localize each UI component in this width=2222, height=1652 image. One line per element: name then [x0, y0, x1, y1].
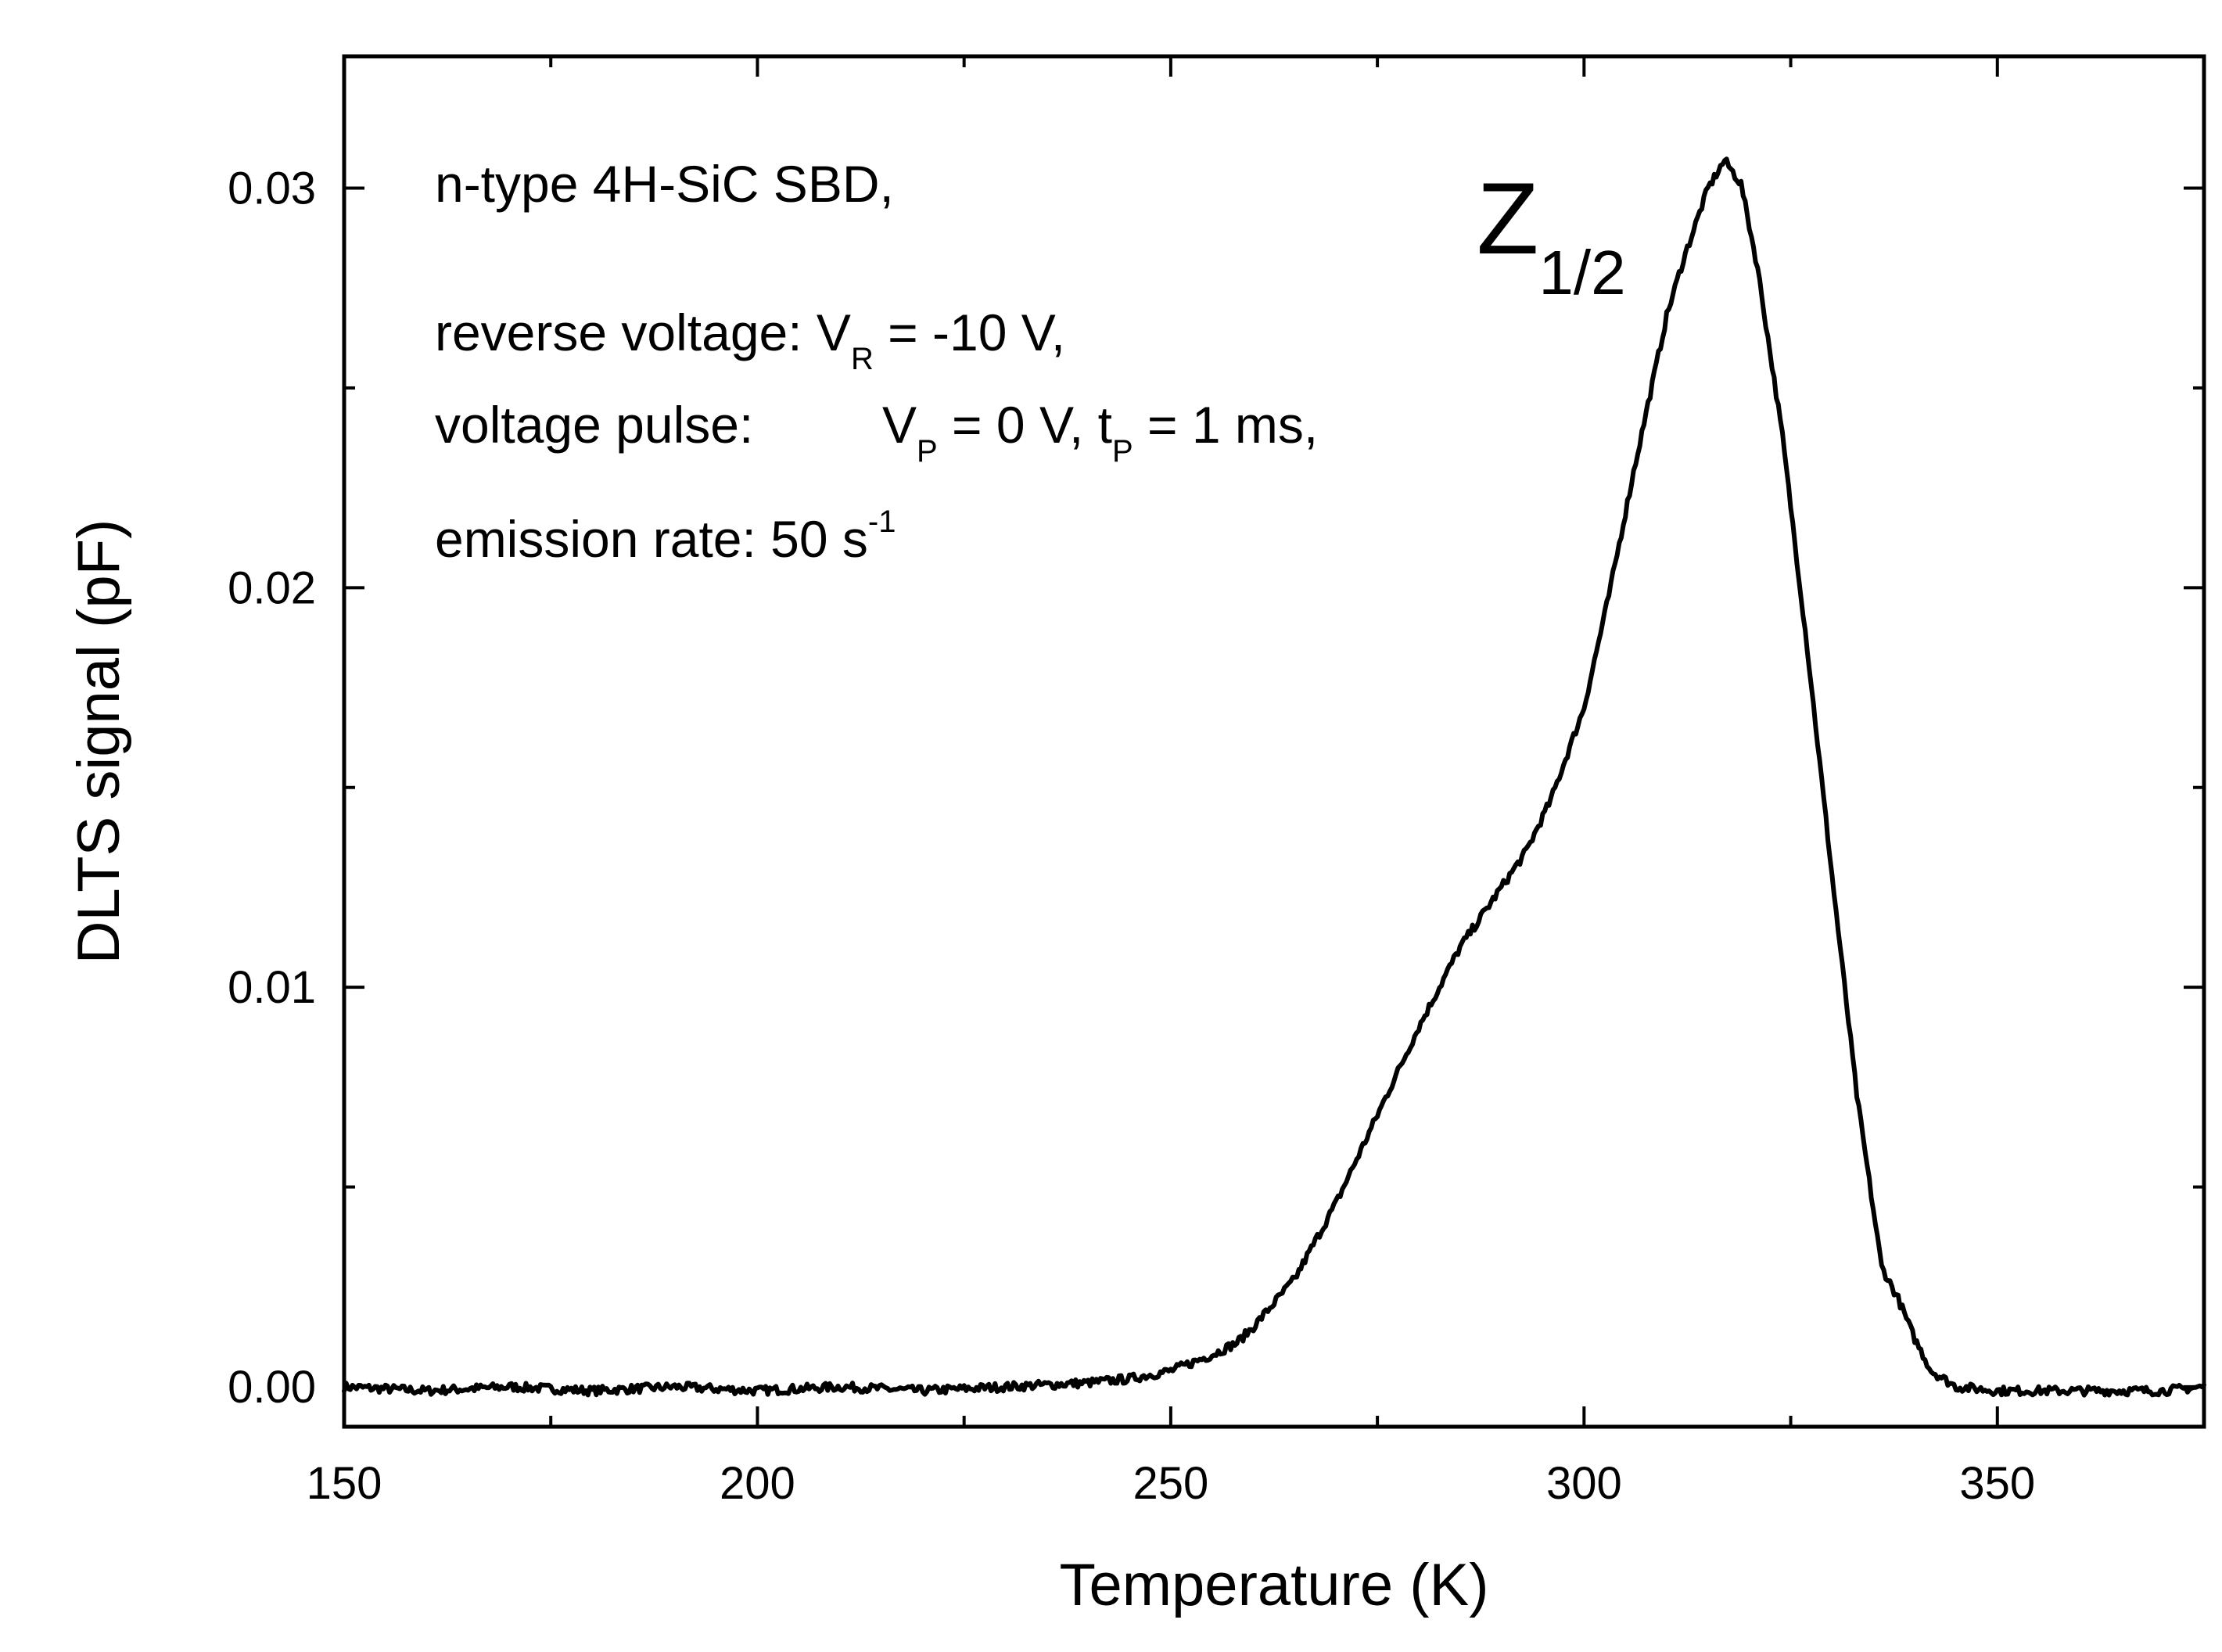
y-tick-label: 0.00	[228, 1362, 316, 1413]
y-tick-label: 0.02	[228, 562, 316, 613]
annotation-reverse-voltage: reverse voltage: VR = -10 V,	[435, 303, 1065, 376]
x-tick-label: 150	[307, 1458, 382, 1509]
annotation-voltage-pulse-label: voltage pulse:	[435, 396, 753, 454]
x-tick-label: 350	[1959, 1458, 2035, 1509]
peak-label-z12: Z1/2	[1477, 161, 1626, 307]
x-tick-label: 250	[1133, 1458, 1208, 1509]
y-axis-title: DLTS signal (pF)	[66, 519, 132, 964]
annotation-emission-rate: emission rate: 50 s-1	[435, 505, 896, 568]
y-tick-label: 0.03	[228, 163, 316, 214]
annotation-voltage-pulse-values: VP = 0 V, tP = 1 ms,	[882, 396, 1318, 469]
x-tick-label: 200	[720, 1458, 795, 1509]
annotation-block: n-type 4H-SiC SBD, reverse voltage: VR =…	[435, 155, 1318, 568]
x-axis-title: Temperature (K)	[1059, 1552, 1488, 1618]
x-tick-label: 300	[1546, 1458, 1622, 1509]
dlts-spectrum-line	[342, 156, 2206, 1398]
y-tick-label: 0.01	[228, 962, 316, 1013]
tick-labels: 150 200 250 300 350 0.00 0.01 0.02 0.03	[228, 163, 2035, 1509]
annotation-device: n-type 4H-SiC SBD,	[435, 155, 894, 213]
plot-frame	[342, 54, 2206, 1429]
major-ticks	[343, 56, 2204, 1427]
minor-ticks	[344, 56, 2206, 1427]
